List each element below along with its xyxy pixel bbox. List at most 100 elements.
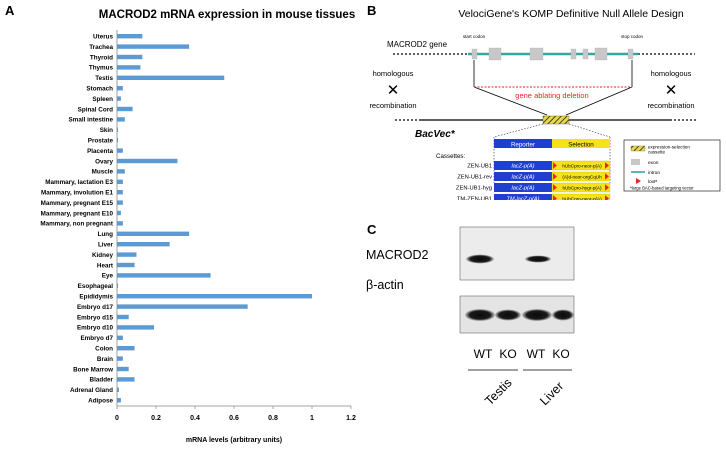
selection-header bbox=[552, 139, 610, 148]
cassette-name: ZEN-UB1 bbox=[467, 164, 492, 170]
category-label: Adrenal Gland bbox=[70, 387, 113, 394]
bar-mammary-involution-e1 bbox=[117, 190, 123, 195]
category-label: Skin bbox=[100, 127, 113, 134]
cassette-name: ZEN-UB1-hyg bbox=[456, 186, 492, 192]
exon bbox=[594, 47, 608, 61]
x-tick-label: 0.2 bbox=[151, 415, 161, 422]
category-label: Eye bbox=[102, 273, 114, 280]
x-tick-label: 0.8 bbox=[268, 415, 278, 422]
bar-eye bbox=[117, 273, 211, 278]
reporter-header bbox=[494, 139, 552, 148]
category-label: Thymus bbox=[89, 65, 114, 72]
allele-design-diagram: VelociGene's KOMP Definitive Null Allele… bbox=[369, 8, 721, 201]
exon bbox=[582, 48, 589, 60]
actin-band-3 bbox=[522, 309, 552, 321]
bar-mammary-pregnant-e10 bbox=[117, 210, 121, 216]
bar-mammary-pregnant-e15 bbox=[117, 200, 123, 205]
bar-thymus bbox=[117, 65, 141, 70]
cassette-selection-label: hUbCpro-neor-p(A) bbox=[562, 197, 602, 201]
x-tick-label: 0.6 bbox=[229, 415, 239, 422]
legend-cassette-line-1: expression-selection bbox=[648, 145, 690, 150]
cassette-selection-block bbox=[551, 193, 611, 200]
western-blot-panel: MACROD2 β-actin WT KO WT KO Testis Liver bbox=[366, 226, 575, 408]
bar-small-intestine bbox=[117, 117, 125, 122]
category-label: Spinal Cord bbox=[78, 106, 113, 113]
category-label: Prostate bbox=[88, 138, 114, 145]
category-label: Mammary, pregnant E15 bbox=[41, 200, 114, 207]
bar-mammary-lactation-e3 bbox=[117, 179, 123, 184]
bar-brain bbox=[117, 356, 123, 361]
cassette-reporter-label: lacZ-p(A) bbox=[512, 175, 535, 181]
legend-intron-label: intron bbox=[648, 170, 660, 176]
recombination-left-label: recombination bbox=[369, 101, 416, 110]
bar-stomach bbox=[117, 86, 123, 91]
category-label: Testis bbox=[95, 75, 113, 82]
category-label: Heart bbox=[97, 262, 114, 269]
cassette-selection-block bbox=[551, 160, 611, 171]
exon bbox=[529, 47, 544, 61]
legend-footnote: *large BAC-based targeting vector bbox=[630, 186, 694, 191]
cassette-reporter-label: lacZ-p(A) bbox=[512, 164, 535, 170]
recombination-line-left-diag bbox=[473, 86, 548, 116]
loxp-triangle-icon bbox=[636, 178, 641, 184]
bar-thyroid bbox=[117, 54, 143, 60]
chart-x-ticks: 0 0.2 0.4 0.6 0.8 1 1.2 bbox=[115, 406, 356, 422]
category-label: Mammary, pregnant E10 bbox=[41, 210, 114, 217]
bar-spleen bbox=[117, 96, 121, 101]
macrod2-band-liver-wt bbox=[525, 255, 551, 263]
bar-colon bbox=[117, 346, 135, 351]
category-label: Small intestine bbox=[69, 117, 114, 124]
category-label: Mammary, lactation E3 bbox=[45, 179, 113, 186]
deletion-label: gene ablating deletion bbox=[515, 91, 588, 100]
bar-embryo-d10 bbox=[117, 325, 155, 330]
category-label: Colon bbox=[95, 346, 113, 353]
lane-label-1: WT bbox=[474, 347, 493, 361]
loxp-triangle-icon bbox=[605, 162, 609, 169]
category-label: Epididymis bbox=[79, 294, 113, 301]
bar-embryo-d7 bbox=[117, 335, 123, 340]
cassettes-label: Cassettes: bbox=[436, 153, 466, 160]
category-label: Embryo d7 bbox=[80, 335, 113, 342]
bar-liver bbox=[117, 242, 170, 247]
bar-adrenal-gland bbox=[117, 387, 119, 392]
cassette-reporter-block bbox=[494, 194, 552, 200]
panel-b-letter: B bbox=[367, 3, 377, 18]
loxp-triangle-icon bbox=[553, 184, 557, 191]
chart-title: MACROD2 mRNA expression in mouse tissues bbox=[99, 9, 355, 21]
expression-bar-chart: MACROD2 mRNA expression in mouse tissues… bbox=[40, 9, 356, 444]
bar-kidney bbox=[117, 252, 137, 257]
reporter-header-label: Reporter bbox=[511, 141, 535, 148]
hatched-box-icon bbox=[630, 145, 646, 152]
chart-category-labels: Uterus Trachea Thyroid Thymus Testis Stomach S… bbox=[40, 34, 114, 405]
homologous-right-label: homologous bbox=[651, 69, 692, 78]
panel-c-letter: C bbox=[367, 222, 377, 237]
cross-icon-right: ✕ bbox=[665, 82, 678, 99]
actin-band-2 bbox=[495, 309, 521, 321]
cassette-reporter-block bbox=[494, 172, 552, 181]
category-label: Uterus bbox=[93, 34, 113, 41]
selection-header-label: Selection bbox=[568, 141, 594, 148]
bar-testis bbox=[117, 75, 225, 80]
category-label: Thyroid bbox=[90, 54, 113, 61]
cassette-reporter-block bbox=[494, 183, 552, 192]
category-label: Kidney bbox=[92, 252, 113, 259]
loxp-triangle-icon bbox=[553, 195, 557, 200]
cross-icon-left: ✕ bbox=[387, 82, 400, 99]
legend-loxp-label: loxP bbox=[648, 179, 657, 185]
bar-lung bbox=[117, 231, 190, 236]
actin-band-1 bbox=[465, 309, 495, 321]
recombination-right-label: recombination bbox=[647, 101, 694, 110]
legend-cassette-label: expression-selection cassette bbox=[648, 145, 691, 155]
group-label-liver: Liver bbox=[537, 379, 566, 408]
bar-muscle bbox=[117, 169, 125, 174]
macrod2-blot bbox=[459, 226, 575, 281]
bar-placenta bbox=[117, 148, 123, 153]
loxp-triangle-icon bbox=[605, 184, 609, 191]
x-tick-label: 1 bbox=[310, 415, 314, 422]
exon bbox=[570, 48, 577, 60]
bar-bone-marrow bbox=[117, 366, 129, 372]
cassette-rows: ZEN-UB1 lacZ-p(A) hUbCpro-neor-p(A) ZEN-UB1… bbox=[456, 160, 611, 201]
category-label: Bone Marrow bbox=[73, 366, 113, 373]
category-label: Embryo d15 bbox=[77, 314, 114, 321]
lane-label-2: KO bbox=[499, 347, 516, 361]
